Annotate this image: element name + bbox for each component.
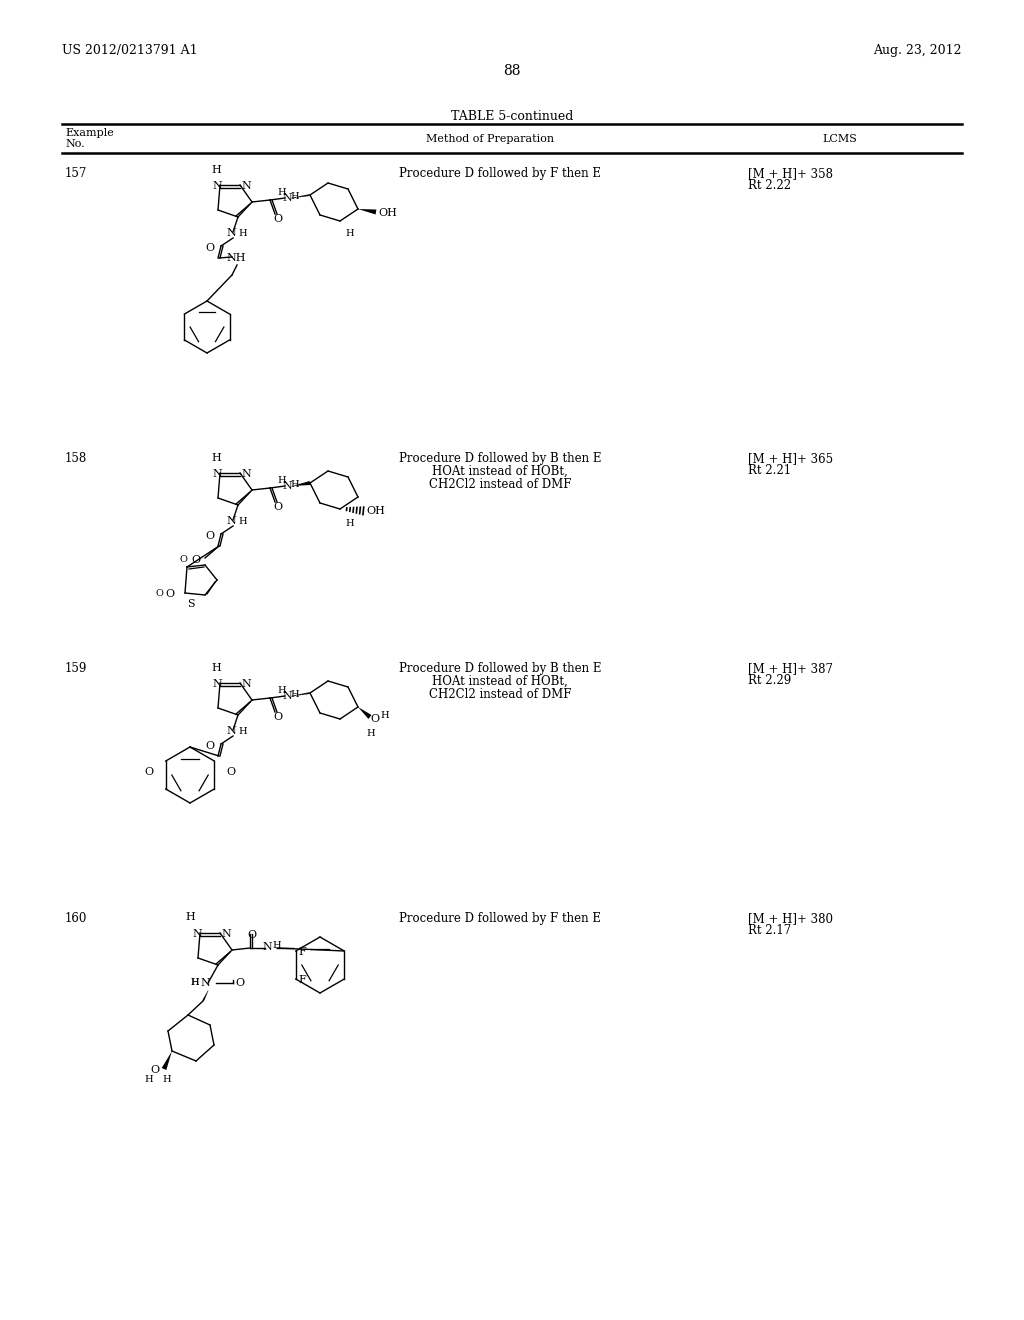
Text: Rt 2.29: Rt 2.29 [748, 675, 792, 686]
Text: N: N [241, 469, 251, 479]
Text: 158: 158 [65, 451, 87, 465]
Text: H: H [278, 187, 286, 197]
Text: N: N [193, 929, 202, 939]
Text: O: O [370, 714, 379, 723]
Text: H: H [366, 729, 375, 738]
Text: O: O [191, 554, 200, 565]
Polygon shape [292, 480, 310, 486]
Text: H: H [278, 686, 286, 696]
Text: O: O [179, 554, 186, 564]
Polygon shape [358, 209, 377, 214]
Text: H: H [238, 727, 247, 737]
Text: 159: 159 [65, 663, 87, 675]
Text: Method of Preparation: Method of Preparation [426, 135, 554, 144]
Text: H: H [290, 690, 299, 700]
Text: H: H [238, 228, 247, 238]
Text: O: O [150, 1065, 159, 1074]
Text: H: H [278, 477, 286, 484]
Text: Rt 2.21: Rt 2.21 [748, 465, 792, 477]
Text: No.: No. [65, 139, 85, 149]
Text: HOAt instead of HOBt,: HOAt instead of HOBt, [432, 465, 568, 478]
Text: Example: Example [65, 128, 114, 139]
Text: TABLE 5-continued: TABLE 5-continued [451, 110, 573, 123]
Text: O: O [273, 502, 283, 512]
Text: H: H [380, 711, 389, 719]
Text: Procedure D followed by F then E: Procedure D followed by F then E [399, 168, 601, 180]
Text: O: O [234, 978, 244, 987]
Text: N: N [212, 181, 222, 191]
Text: OH: OH [378, 209, 397, 218]
Text: O: O [155, 589, 163, 598]
Text: CH2Cl2 instead of DMF: CH2Cl2 instead of DMF [429, 478, 571, 491]
Text: O: O [226, 767, 236, 777]
Text: OH: OH [366, 506, 385, 516]
Text: H: H [290, 480, 299, 488]
Text: 157: 157 [65, 168, 87, 180]
Text: N: N [212, 678, 222, 689]
Text: N: N [221, 929, 230, 939]
Text: H: H [185, 912, 195, 921]
Text: F: F [299, 975, 306, 985]
Text: LCMS: LCMS [822, 135, 857, 144]
Text: [M + H]+ 380: [M + H]+ 380 [748, 912, 833, 925]
Text: N: N [241, 181, 251, 191]
Text: H: H [211, 663, 221, 673]
Text: Rt 2.17: Rt 2.17 [748, 924, 792, 937]
Text: O: O [247, 931, 256, 940]
Text: N: N [262, 942, 271, 952]
Text: N: N [282, 690, 292, 701]
Polygon shape [162, 1051, 172, 1071]
Polygon shape [358, 708, 372, 719]
Text: H: H [345, 519, 353, 528]
Text: Procedure D followed by F then E: Procedure D followed by F then E [399, 912, 601, 925]
Text: [M + H]+ 358: [M + H]+ 358 [748, 168, 833, 180]
Text: O: O [205, 243, 214, 253]
Text: Aug. 23, 2012: Aug. 23, 2012 [873, 44, 962, 57]
Text: O: O [165, 589, 174, 599]
Text: H: H [211, 165, 221, 176]
Text: O: O [205, 531, 214, 541]
Text: O: O [273, 214, 283, 224]
Text: NH: NH [226, 253, 246, 263]
Text: H: H [190, 978, 199, 987]
Text: F: F [299, 946, 306, 957]
Text: H: H [162, 1074, 171, 1084]
Text: S: S [187, 599, 195, 609]
Text: H: H [238, 517, 247, 525]
Text: N: N [241, 678, 251, 689]
Text: H: H [211, 453, 221, 463]
Text: Rt 2.22: Rt 2.22 [748, 180, 792, 191]
Text: N: N [226, 726, 236, 737]
Text: 160: 160 [65, 912, 87, 925]
Text: N: N [200, 978, 210, 987]
Text: CH2Cl2 instead of DMF: CH2Cl2 instead of DMF [429, 688, 571, 701]
Text: O: O [144, 767, 154, 777]
Text: HOAt instead of HOBt,: HOAt instead of HOBt, [432, 675, 568, 688]
Text: [M + H]+ 365: [M + H]+ 365 [748, 451, 834, 465]
Text: H: H [345, 228, 353, 238]
Text: Procedure D followed by B then E: Procedure D followed by B then E [398, 451, 601, 465]
Text: 88: 88 [503, 63, 521, 78]
Text: O: O [273, 711, 283, 722]
Text: H: H [272, 941, 281, 950]
Text: [M + H]+ 387: [M + H]+ 387 [748, 663, 833, 675]
Text: Procedure D followed by B then E: Procedure D followed by B then E [398, 663, 601, 675]
Text: N: N [212, 469, 222, 479]
Text: N: N [226, 228, 236, 238]
Text: O: O [205, 741, 214, 751]
Text: H: H [144, 1074, 153, 1084]
Text: N: N [282, 480, 292, 491]
Text: US 2012/0213791 A1: US 2012/0213791 A1 [62, 44, 198, 57]
Text: H: H [190, 978, 199, 987]
Text: N: N [226, 516, 236, 525]
Text: N: N [282, 193, 292, 203]
Text: H: H [290, 191, 299, 201]
